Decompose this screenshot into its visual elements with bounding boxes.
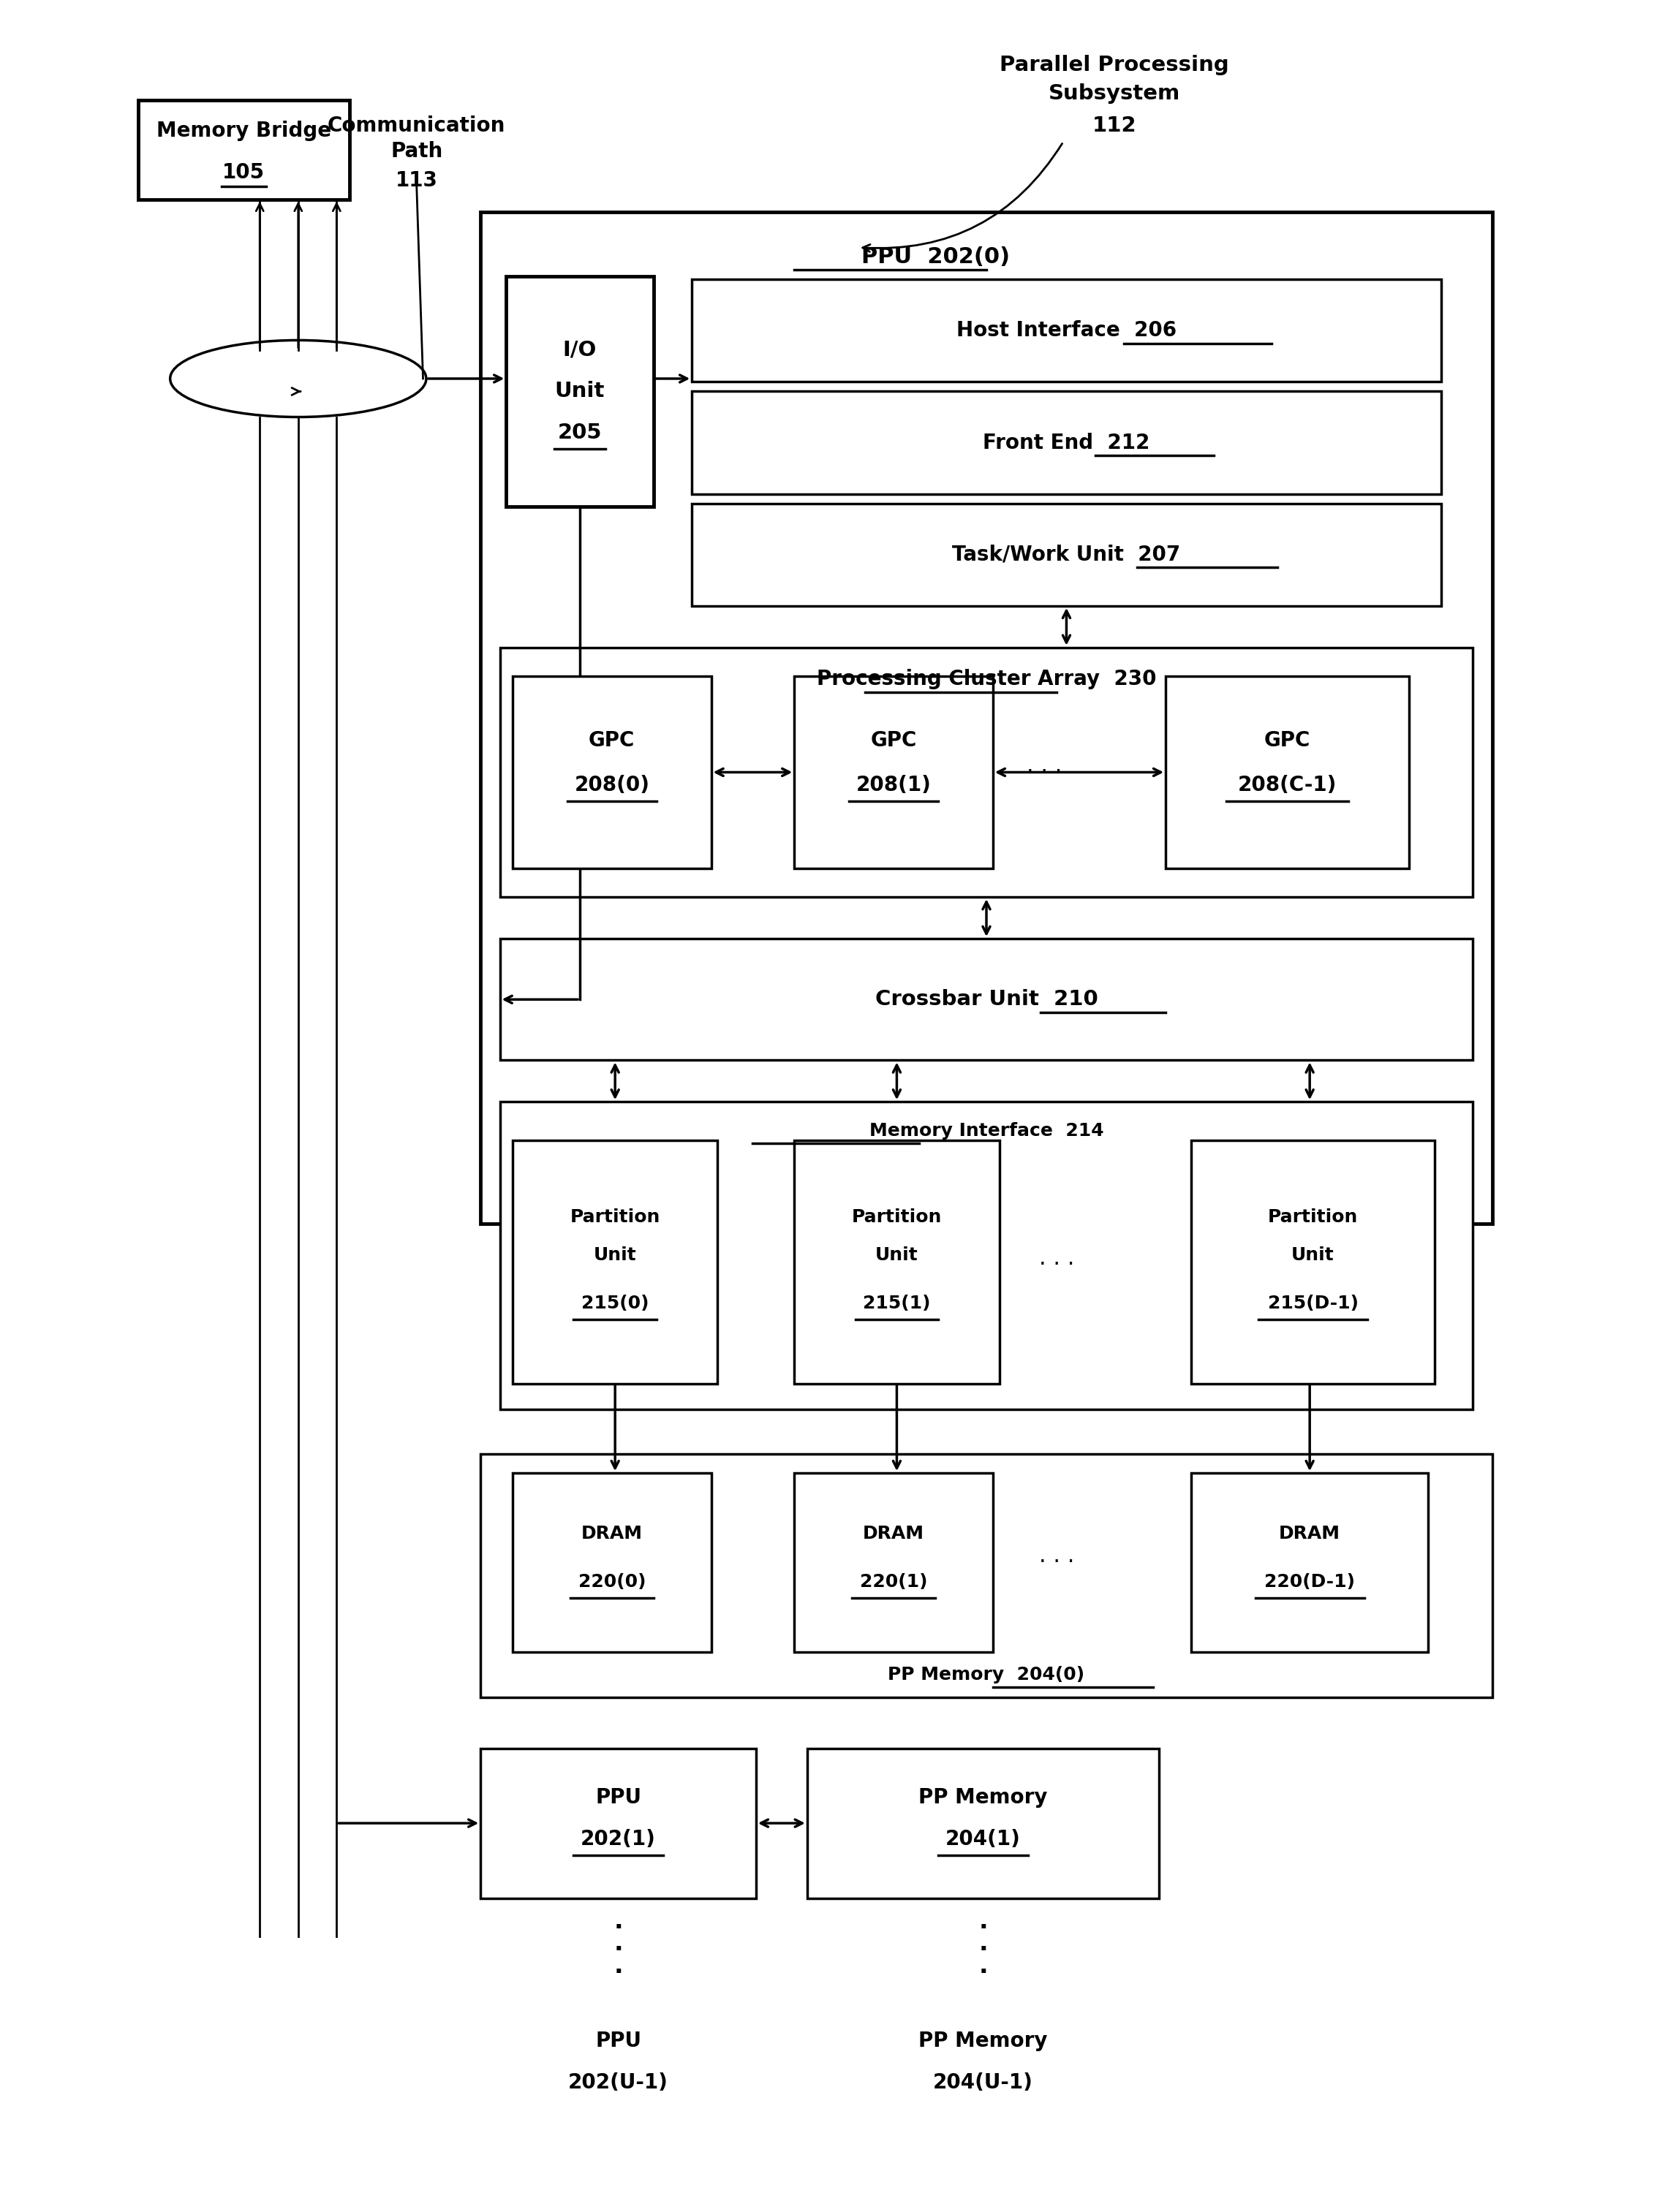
- Text: 220(D-1): 220(D-1): [1264, 1573, 1355, 1590]
- Text: 208(0): 208(0): [574, 774, 650, 796]
- Text: PPU: PPU: [595, 1787, 642, 1807]
- Text: 215(0): 215(0): [581, 1294, 648, 1312]
- Bar: [794, 1473, 992, 1652]
- Text: DRAM: DRAM: [581, 1524, 643, 1542]
- Text: Front End  212: Front End 212: [982, 431, 1150, 453]
- Text: Unit: Unit: [1292, 1248, 1335, 1265]
- Text: Path: Path: [390, 142, 443, 161]
- Bar: [513, 1139, 718, 1382]
- Text: PP Memory: PP Memory: [918, 1787, 1047, 1807]
- Text: GPC: GPC: [589, 730, 635, 750]
- Text: Unit: Unit: [554, 380, 605, 403]
- Text: Partition: Partition: [1269, 1208, 1358, 1225]
- Text: .: .: [614, 1953, 624, 1978]
- Text: Partition: Partition: [852, 1208, 941, 1225]
- Text: DRAM: DRAM: [1279, 1524, 1340, 1542]
- Text: 204(U-1): 204(U-1): [933, 2073, 1034, 2093]
- Bar: [500, 648, 1474, 898]
- Text: 208(C-1): 208(C-1): [1237, 774, 1336, 796]
- Text: Memory Interface  214: Memory Interface 214: [870, 1121, 1103, 1139]
- Text: Host Interface  206: Host Interface 206: [956, 321, 1176, 341]
- Text: 202(U-1): 202(U-1): [569, 2073, 668, 2093]
- Text: 105: 105: [223, 161, 265, 184]
- Text: 204(1): 204(1): [946, 1829, 1021, 1849]
- Bar: [481, 1991, 756, 2141]
- Text: Task/Work Unit  207: Task/Work Unit 207: [953, 544, 1181, 564]
- Bar: [139, 100, 349, 199]
- Text: Processing Cluster Array  230: Processing Cluster Array 230: [817, 670, 1156, 690]
- Text: Unit: Unit: [594, 1248, 637, 1265]
- Text: .: .: [614, 1909, 624, 1933]
- Text: PP Memory  204(0): PP Memory 204(0): [888, 1666, 1085, 1683]
- Bar: [1191, 1139, 1434, 1382]
- Bar: [794, 1139, 999, 1382]
- Text: Memory Bridge: Memory Bridge: [157, 122, 331, 142]
- Bar: [513, 1473, 711, 1652]
- Text: Subsystem: Subsystem: [1049, 84, 1181, 104]
- Text: 112: 112: [1092, 115, 1136, 137]
- Text: Parallel Processing: Parallel Processing: [999, 55, 1229, 75]
- Text: Crossbar Unit  210: Crossbar Unit 210: [875, 989, 1098, 1009]
- Bar: [691, 504, 1441, 606]
- Bar: [506, 276, 653, 507]
- Bar: [691, 279, 1441, 383]
- Bar: [691, 392, 1441, 493]
- Text: · · ·: · · ·: [1039, 1553, 1075, 1573]
- Bar: [807, 1991, 1159, 2141]
- Text: 113: 113: [395, 170, 438, 190]
- Bar: [481, 212, 1492, 1223]
- Text: · · ·: · · ·: [1039, 1254, 1075, 1276]
- Text: .: .: [979, 1909, 987, 1933]
- Text: 202(1): 202(1): [581, 1829, 657, 1849]
- Text: PP Memory: PP Memory: [918, 2031, 1047, 2051]
- Bar: [481, 1453, 1492, 1697]
- Bar: [500, 938, 1474, 1060]
- Text: .: .: [979, 1931, 987, 1955]
- Bar: [1166, 677, 1409, 869]
- Text: .: .: [614, 1931, 624, 1955]
- Text: Partition: Partition: [571, 1208, 660, 1225]
- Bar: [1191, 1473, 1427, 1652]
- Text: PPU  202(0): PPU 202(0): [862, 246, 1011, 268]
- Text: I/O: I/O: [562, 341, 597, 361]
- Text: .: .: [979, 1953, 987, 1978]
- Text: GPC: GPC: [1264, 730, 1310, 750]
- Text: GPC: GPC: [870, 730, 916, 750]
- Text: 208(1): 208(1): [857, 774, 931, 796]
- Text: PPU: PPU: [595, 2031, 642, 2051]
- Text: Unit: Unit: [875, 1248, 918, 1265]
- Text: 215(1): 215(1): [863, 1294, 931, 1312]
- Text: Communication: Communication: [327, 115, 506, 137]
- Bar: [807, 1747, 1159, 1898]
- Text: 215(D-1): 215(D-1): [1267, 1294, 1358, 1312]
- Bar: [794, 677, 992, 869]
- Text: · · ·: · · ·: [1027, 761, 1062, 783]
- Text: 220(0): 220(0): [577, 1573, 645, 1590]
- Text: 205: 205: [557, 422, 602, 442]
- Bar: [513, 677, 711, 869]
- Bar: [500, 1102, 1474, 1409]
- Text: 220(1): 220(1): [860, 1573, 928, 1590]
- Bar: [481, 1747, 756, 1898]
- Text: DRAM: DRAM: [863, 1524, 925, 1542]
